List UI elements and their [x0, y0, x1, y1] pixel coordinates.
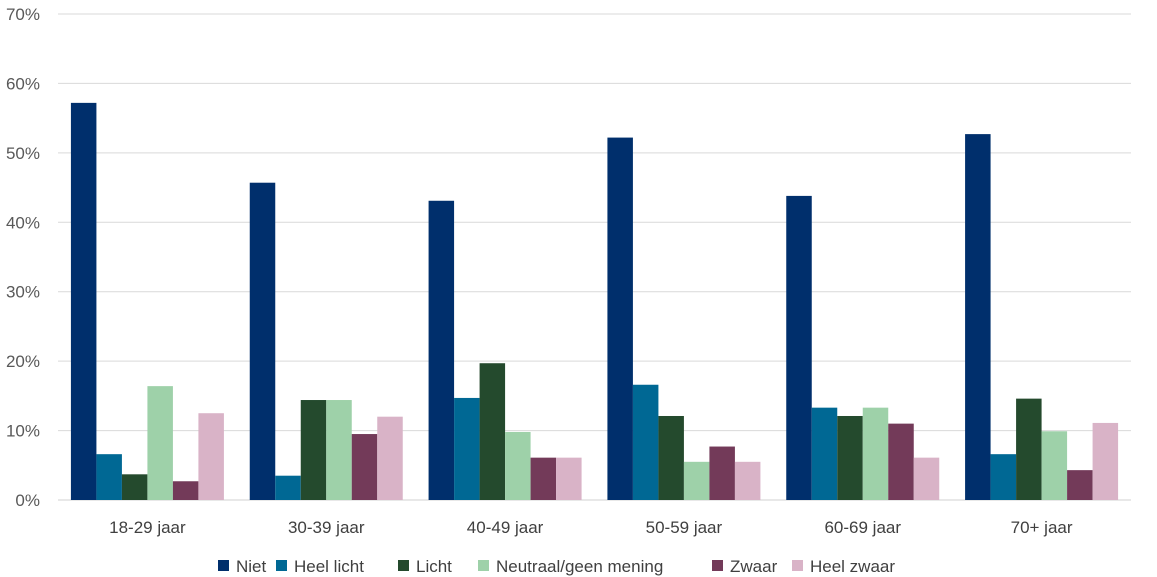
bar-licht: [479, 363, 506, 500]
bar-neutraal-geen-mening: [683, 461, 710, 500]
bar-niet: [428, 200, 455, 500]
bar-zwaar: [709, 446, 735, 500]
legend-swatch: [398, 560, 409, 571]
bar-neutraal-geen-mening: [147, 386, 173, 500]
bar-neutraal-geen-mening: [505, 431, 531, 500]
y-tick-label: 30%: [6, 283, 40, 302]
y-tick-label: 50%: [6, 144, 40, 163]
legend-label: Niet: [236, 557, 267, 576]
legend-swatch: [276, 560, 287, 571]
bar-niet: [249, 182, 276, 500]
legend-swatch: [712, 560, 723, 571]
y-tick-label: 0%: [15, 491, 40, 510]
y-tick-label: 20%: [6, 352, 40, 371]
bar-heel-licht: [990, 454, 1017, 500]
bar-zwaar: [530, 457, 557, 500]
legend-label: Licht: [416, 557, 452, 576]
legend-label: Neutraal/geen mening: [496, 557, 663, 576]
x-tick-label: 50-59 jaar: [646, 518, 723, 537]
bar-heel-zwaar: [556, 457, 582, 500]
bar-licht: [837, 415, 863, 500]
x-tick-label: 60-69 jaar: [824, 518, 901, 537]
bar-neutraal-geen-mening: [862, 407, 889, 500]
bar-heel-licht: [96, 454, 122, 500]
bar-neutraal-geen-mening: [1041, 431, 1068, 500]
bar-licht: [1016, 398, 1042, 500]
bar-niet: [786, 195, 812, 500]
bar-niet: [965, 134, 991, 500]
legend-swatch: [792, 560, 803, 571]
bar-zwaar: [888, 423, 914, 500]
x-tick-label: 18-29 jaar: [109, 518, 186, 537]
x-tick-label: 30-39 jaar: [288, 518, 365, 537]
bar-heel-licht: [632, 384, 659, 500]
x-tick-label: 40-49 jaar: [467, 518, 544, 537]
bar-zwaar: [351, 434, 378, 500]
bar-heel-zwaar: [1092, 422, 1119, 500]
bar-licht: [658, 415, 684, 500]
bar-zwaar: [1067, 470, 1093, 500]
bar-heel-licht: [811, 407, 838, 500]
bar-niet: [70, 102, 97, 501]
bar-licht: [300, 400, 327, 500]
legend-label: Heel licht: [294, 557, 364, 576]
legend-label: Zwaar: [730, 557, 778, 576]
bar-niet: [607, 137, 633, 500]
bar-zwaar: [172, 481, 199, 500]
bar-heel-licht: [454, 397, 480, 500]
bar-heel-licht: [275, 475, 301, 500]
legend-label: Heel zwaar: [810, 557, 895, 576]
y-tick-label: 40%: [6, 213, 40, 232]
legend-swatch: [218, 560, 229, 571]
y-tick-label: 60%: [6, 74, 40, 93]
bar-heel-zwaar: [198, 413, 224, 500]
bar-licht: [121, 474, 148, 500]
bar-heel-zwaar: [377, 416, 403, 500]
bar-heel-zwaar: [913, 457, 940, 500]
bar-heel-zwaar: [734, 461, 761, 500]
legend-swatch: [478, 560, 489, 571]
y-tick-label: 10%: [6, 422, 40, 441]
y-tick-label: 70%: [6, 5, 40, 24]
x-tick-label: 70+ jaar: [1011, 518, 1073, 537]
bar-neutraal-geen-mening: [326, 400, 352, 500]
